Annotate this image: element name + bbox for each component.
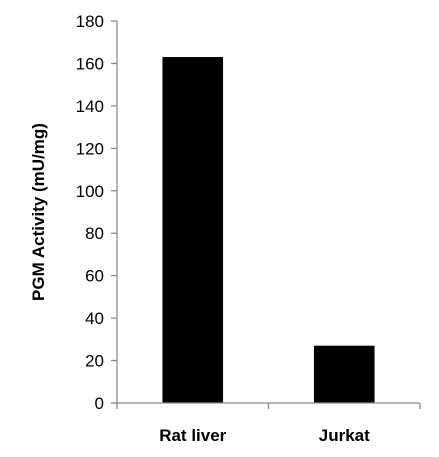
y-tick-label: 40 bbox=[85, 309, 104, 328]
y-tick-label: 140 bbox=[76, 97, 104, 116]
y-tick-label: 120 bbox=[76, 139, 104, 158]
x-category-label: Rat liver bbox=[159, 426, 226, 445]
y-tick-label: 80 bbox=[85, 224, 104, 243]
bar-jurkat bbox=[313, 345, 375, 403]
y-tick-label: 0 bbox=[95, 394, 104, 413]
y-tick-label: 160 bbox=[76, 54, 104, 73]
bar-rat-liver bbox=[162, 57, 224, 403]
y-tick-label: 20 bbox=[85, 352, 104, 371]
y-tick-label: 100 bbox=[76, 182, 104, 201]
y-axis-ticks: 0 20 40 60 80 100 120 140 160 180 bbox=[76, 12, 117, 413]
x-axis-labels: Rat liver Jurkat bbox=[159, 426, 370, 445]
bars bbox=[162, 57, 375, 403]
y-axis-title: PGM Activity (mU/mg) bbox=[29, 123, 48, 301]
y-tick-label: 60 bbox=[85, 267, 104, 286]
x-category-label: Jurkat bbox=[319, 426, 370, 445]
y-tick-label: 180 bbox=[76, 12, 104, 31]
